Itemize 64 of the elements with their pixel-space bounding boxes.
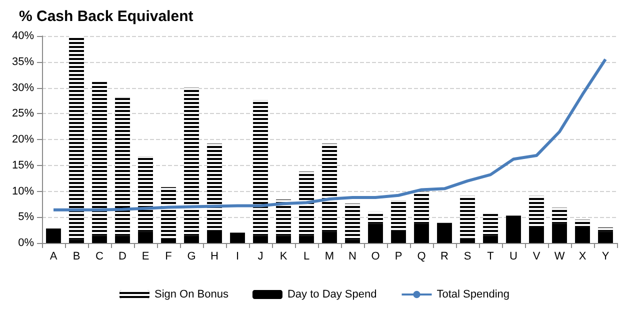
x-tick-label: U: [510, 250, 518, 262]
y-tick-label: 40%: [12, 30, 34, 42]
bar: [115, 236, 130, 243]
bar: [253, 236, 268, 243]
x-tick-label: D: [118, 250, 127, 262]
legend-label: Sign On Bonus: [154, 288, 229, 300]
bar: [276, 236, 291, 243]
bar: [299, 236, 314, 243]
bar: [598, 232, 613, 243]
x-tick-label: Y: [602, 250, 610, 262]
x-tick-label: O: [371, 250, 380, 262]
bar: [161, 238, 176, 243]
x-tick-label: B: [72, 250, 80, 262]
x-tick-label: V: [532, 250, 541, 262]
x-tick-label: T: [487, 250, 494, 262]
x-tick-label: I: [236, 250, 240, 262]
x-tick-label: R: [440, 250, 449, 262]
x-tick-label: N: [348, 250, 357, 262]
bar: [46, 228, 61, 243]
chart-title: % Cash Back Equivalent: [19, 8, 194, 25]
x-tick-label: X: [578, 250, 587, 262]
y-tick-label: 30%: [12, 82, 34, 94]
bar: [506, 216, 521, 243]
x-tick-label: H: [210, 250, 219, 262]
x-tick-label: K: [280, 250, 288, 262]
x-tick-label: A: [50, 250, 58, 262]
y-tick-label: 5%: [18, 211, 34, 224]
x-tick-label: L: [303, 250, 310, 262]
bar: [92, 236, 107, 243]
y-tick-label: 10%: [12, 185, 34, 198]
line-series: [52, 58, 607, 212]
x-tick-label: F: [165, 250, 172, 262]
x-tick-label: J: [258, 250, 264, 262]
bar: [345, 240, 360, 243]
bar: [184, 236, 199, 243]
x-tick-label: G: [187, 250, 196, 262]
legend-label: Day to Day Spend: [287, 288, 377, 300]
bar: [437, 222, 452, 243]
bar: [552, 224, 567, 243]
x-tick-label: Q: [417, 250, 426, 262]
bar: [69, 240, 84, 243]
bar: [230, 232, 245, 243]
bar: [322, 232, 337, 243]
y-tick-label: 20%: [12, 134, 34, 146]
legend-label: Total Spending: [436, 288, 510, 300]
bar: [391, 230, 406, 243]
y-tick-label: 0%: [18, 237, 34, 249]
x-tick-label: M: [324, 250, 334, 262]
x-tick-label: W: [554, 250, 566, 262]
bar: [460, 238, 475, 243]
y-tick-label: 35%: [12, 56, 34, 68]
x-tick-label: S: [464, 250, 472, 262]
x-tick-label: P: [394, 250, 402, 262]
bar: [529, 227, 544, 243]
bar: [414, 224, 429, 243]
x-tick-label: E: [142, 250, 150, 262]
bar: [138, 232, 153, 243]
y-tick-label: 25%: [12, 108, 34, 120]
y-tick-label: 15%: [12, 159, 34, 172]
x-tick-label: C: [96, 250, 104, 262]
bar: [207, 230, 222, 243]
bar: [575, 227, 590, 243]
bar: [368, 224, 383, 243]
bar: [483, 236, 498, 243]
